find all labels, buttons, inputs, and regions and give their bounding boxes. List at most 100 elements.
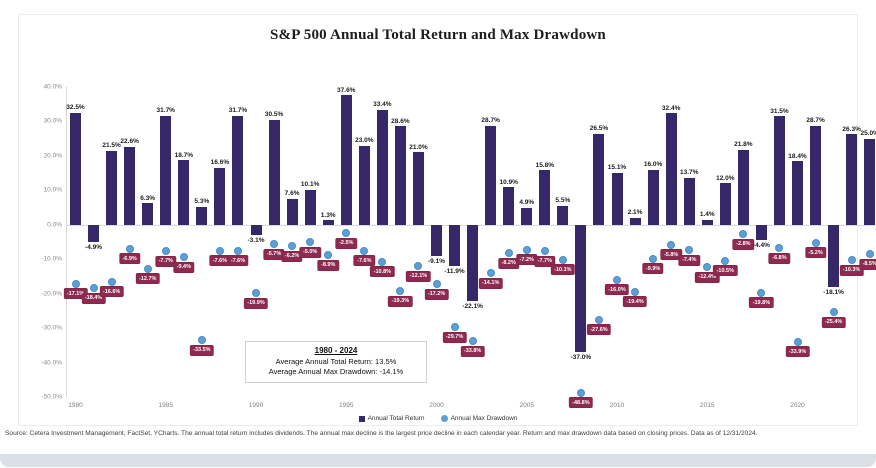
drawdown-dot bbox=[161, 247, 170, 256]
drawdown-label: -8.5% bbox=[859, 258, 876, 270]
return-bar bbox=[611, 172, 623, 225]
drawdown-label: -7.7% bbox=[534, 255, 556, 267]
drawdown-label: -10.3% bbox=[839, 264, 864, 276]
drawdown-dot bbox=[829, 308, 838, 317]
drawdown-label: -19.4% bbox=[622, 296, 648, 308]
return-bar-swatch-icon bbox=[358, 415, 365, 422]
drawdown-label: -5.2% bbox=[804, 247, 827, 259]
drawdown-dot bbox=[215, 246, 224, 255]
return-bar-label: 7.6% bbox=[284, 190, 300, 198]
return-bar bbox=[394, 126, 406, 225]
drawdown-label: -48.8% bbox=[568, 397, 594, 409]
drawdown-label: -27.6% bbox=[586, 324, 612, 336]
return-bar-label: 25.0% bbox=[860, 130, 876, 138]
drawdown-label: -33.9% bbox=[785, 346, 810, 358]
x-axis-tick-label: 2015 bbox=[700, 402, 715, 409]
y-axis-tick-label: -30.0% bbox=[41, 324, 62, 332]
return-bar-label: 6.3% bbox=[140, 194, 156, 202]
drawdown-label: -9.9% bbox=[642, 263, 664, 275]
return-bar bbox=[214, 167, 226, 225]
return-bar-label: 5.3% bbox=[194, 198, 210, 206]
return-bar bbox=[304, 189, 316, 225]
drawdown-dot bbox=[522, 245, 531, 254]
drawdown-dot bbox=[613, 275, 621, 284]
return-bar-label: 2.1% bbox=[627, 209, 643, 217]
return-bar bbox=[412, 152, 424, 225]
return-bar bbox=[539, 170, 551, 225]
y-axis-tick-label: -50.0% bbox=[41, 393, 62, 401]
return-bar-label: 28.7% bbox=[481, 117, 500, 125]
return-bar bbox=[792, 161, 803, 225]
drawdown-dot bbox=[739, 230, 748, 239]
drawdown-dot bbox=[396, 287, 405, 296]
drawdown-dot bbox=[107, 277, 116, 286]
x-axis-tick-label: 2020 bbox=[790, 402, 805, 409]
legend-item-return: Annual Total Return bbox=[358, 415, 425, 422]
drawdown-dot bbox=[342, 229, 351, 238]
drawdown-dot bbox=[486, 269, 495, 278]
return-bar-label: -3.1% bbox=[247, 237, 265, 245]
return-bar-label: 16.6% bbox=[210, 159, 230, 167]
drawdown-label: -7.6% bbox=[353, 255, 375, 267]
drawdown-dot bbox=[360, 246, 369, 255]
return-bar-label: 13.7% bbox=[679, 169, 699, 177]
drawdown-dot bbox=[793, 337, 802, 346]
drawdown-label: -16.6% bbox=[99, 286, 124, 298]
chart-title: S&P 500 Annual Total Return and Max Draw… bbox=[270, 27, 606, 43]
window-bottom-bar bbox=[0, 454, 876, 467]
drawdown-label: -17.2% bbox=[424, 288, 449, 300]
return-bar bbox=[124, 146, 136, 225]
return-bar-label: 31.7% bbox=[228, 107, 248, 115]
drawdown-label: -10.8% bbox=[370, 266, 395, 278]
y-axis-tick-label: 30.0% bbox=[43, 117, 62, 125]
drawdown-dot bbox=[252, 289, 260, 298]
y-axis-tick-label: 40.0% bbox=[43, 83, 62, 91]
return-bar bbox=[521, 207, 533, 225]
return-bar bbox=[810, 125, 822, 225]
return-bar-label: -11.9% bbox=[444, 267, 465, 275]
return-bar-label: 15.1% bbox=[607, 164, 627, 172]
drawdown-label: -9.4% bbox=[173, 261, 195, 273]
annotation-avg-drawdown: Average Annual Max Drawdown: -14.1% bbox=[268, 367, 404, 376]
x-axis-tick-label: 2005 bbox=[519, 402, 534, 409]
drawdown-dot bbox=[306, 238, 315, 246]
drawdown-label: -12.7% bbox=[135, 273, 160, 285]
y-axis-tick-label: 10.0% bbox=[43, 186, 62, 194]
x-axis-tick-label: 1980 bbox=[68, 402, 83, 409]
drawdown-dot bbox=[504, 249, 513, 258]
return-bar bbox=[846, 134, 858, 225]
return-bar-label: 1.3% bbox=[320, 211, 336, 219]
return-bar bbox=[286, 198, 298, 225]
drawdown-dot bbox=[179, 253, 188, 262]
drawdown-dot bbox=[865, 250, 874, 259]
return-bar bbox=[196, 206, 208, 225]
drawdown-label: -2.8% bbox=[732, 238, 755, 250]
drawdown-dot bbox=[125, 244, 134, 253]
return-bar-label: -4.4% bbox=[752, 241, 770, 249]
drawdown-dot bbox=[450, 323, 459, 332]
return-bar bbox=[485, 125, 497, 225]
drawdown-label: -7.4% bbox=[678, 254, 700, 266]
drawdown-dot bbox=[71, 279, 80, 288]
return-bar-label: 4.9% bbox=[519, 199, 535, 207]
return-bar bbox=[864, 138, 876, 225]
return-bar bbox=[431, 224, 442, 257]
drawdown-label: -33.5% bbox=[189, 344, 215, 356]
drawdown-dot bbox=[703, 263, 712, 272]
return-bar bbox=[467, 224, 479, 301]
drawdown-label: -19.3% bbox=[388, 295, 413, 307]
drawdown-dot bbox=[378, 257, 387, 266]
y-axis-tick-label: -10.0% bbox=[41, 255, 62, 263]
return-bar-label: 21.0% bbox=[409, 143, 428, 151]
return-bar bbox=[142, 203, 154, 225]
drawdown-dot bbox=[757, 288, 766, 297]
drawdown-dot bbox=[233, 246, 242, 255]
return-bar-label: 21.5% bbox=[102, 142, 121, 150]
return-bar-label: 26.3% bbox=[842, 125, 861, 133]
return-bar-label: 30.5% bbox=[264, 111, 284, 119]
drawdown-dot bbox=[414, 262, 423, 271]
drawdown-dot bbox=[649, 254, 658, 263]
drawdown-label: -14.1% bbox=[478, 277, 503, 289]
drawdown-dot bbox=[576, 388, 585, 397]
return-bar bbox=[557, 205, 569, 225]
